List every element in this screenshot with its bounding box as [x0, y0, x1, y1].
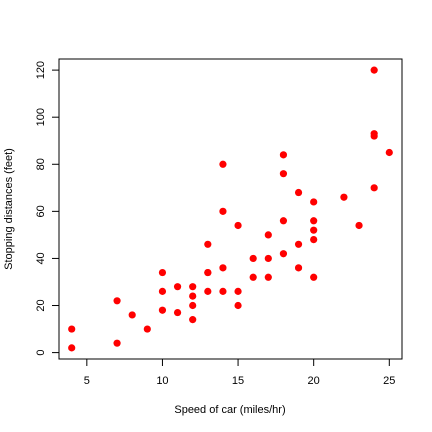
data-point: [310, 217, 318, 225]
y-tick-label: 60: [35, 205, 47, 217]
data-point: [355, 221, 363, 230]
x-axis-label: Speed of car (miles/hr): [174, 404, 285, 416]
x-tick-label: 5: [84, 375, 90, 387]
data-point: [234, 221, 242, 230]
y-tick-label: 40: [35, 252, 47, 264]
x-axis: 5 10 15 20 25: [84, 358, 395, 387]
data-point: [264, 273, 272, 281]
x-tick-label: 10: [156, 375, 168, 387]
data-point: [189, 283, 197, 291]
data-point: [279, 151, 288, 159]
data-point: [279, 250, 288, 258]
data-point: [294, 188, 303, 197]
y-tick-label: 20: [35, 299, 47, 311]
data-point: [219, 287, 227, 295]
data-point: [173, 308, 182, 317]
data-point: [310, 226, 318, 234]
data-point: [279, 170, 288, 178]
y-tick-label: 80: [35, 158, 47, 170]
x-tick-label: 20: [308, 375, 320, 387]
data-point: [310, 273, 318, 281]
data-point: [189, 301, 197, 310]
data-point: [204, 287, 212, 295]
data-point: [219, 160, 227, 168]
data-point: [204, 268, 212, 277]
plot-frame: [58, 58, 403, 360]
data-point: [113, 297, 121, 305]
x-tick-label: 15: [232, 375, 244, 387]
data-point: [294, 240, 303, 248]
data-point: [370, 184, 378, 192]
y-tick-label: 0: [35, 350, 47, 356]
data-point: [310, 236, 318, 244]
data-point: [204, 240, 212, 248]
y-axis-label: Stopping distances (feet): [3, 148, 15, 270]
data-point: [158, 268, 167, 277]
y-axis: 0 20 40 60 80 100 120: [35, 61, 60, 356]
data-point: [294, 264, 303, 272]
data-point: [249, 273, 257, 281]
data-point: [189, 316, 197, 324]
data-points: [68, 66, 393, 352]
data-point: [310, 198, 318, 206]
x-tick-label: 25: [383, 375, 395, 387]
data-point: [158, 287, 167, 295]
data-point: [219, 207, 227, 215]
data-point: [340, 193, 348, 201]
data-point: [264, 231, 272, 239]
data-point: [249, 254, 257, 263]
data-point: [279, 217, 288, 225]
data-point: [370, 130, 378, 138]
y-tick-label: 100: [35, 108, 47, 126]
data-point: [385, 148, 393, 157]
data-point: [264, 254, 272, 263]
data-point: [68, 325, 76, 333]
data-point: [158, 306, 167, 314]
data-point: [113, 339, 121, 347]
data-point: [370, 66, 378, 74]
y-tick-label: 120: [35, 61, 47, 79]
data-point: [219, 264, 227, 272]
data-point: [189, 292, 197, 300]
data-point: [173, 283, 182, 291]
data-point: [128, 311, 136, 319]
data-point: [68, 344, 76, 352]
data-point: [143, 325, 151, 333]
data-point: [234, 287, 242, 295]
data-point: [234, 301, 242, 310]
